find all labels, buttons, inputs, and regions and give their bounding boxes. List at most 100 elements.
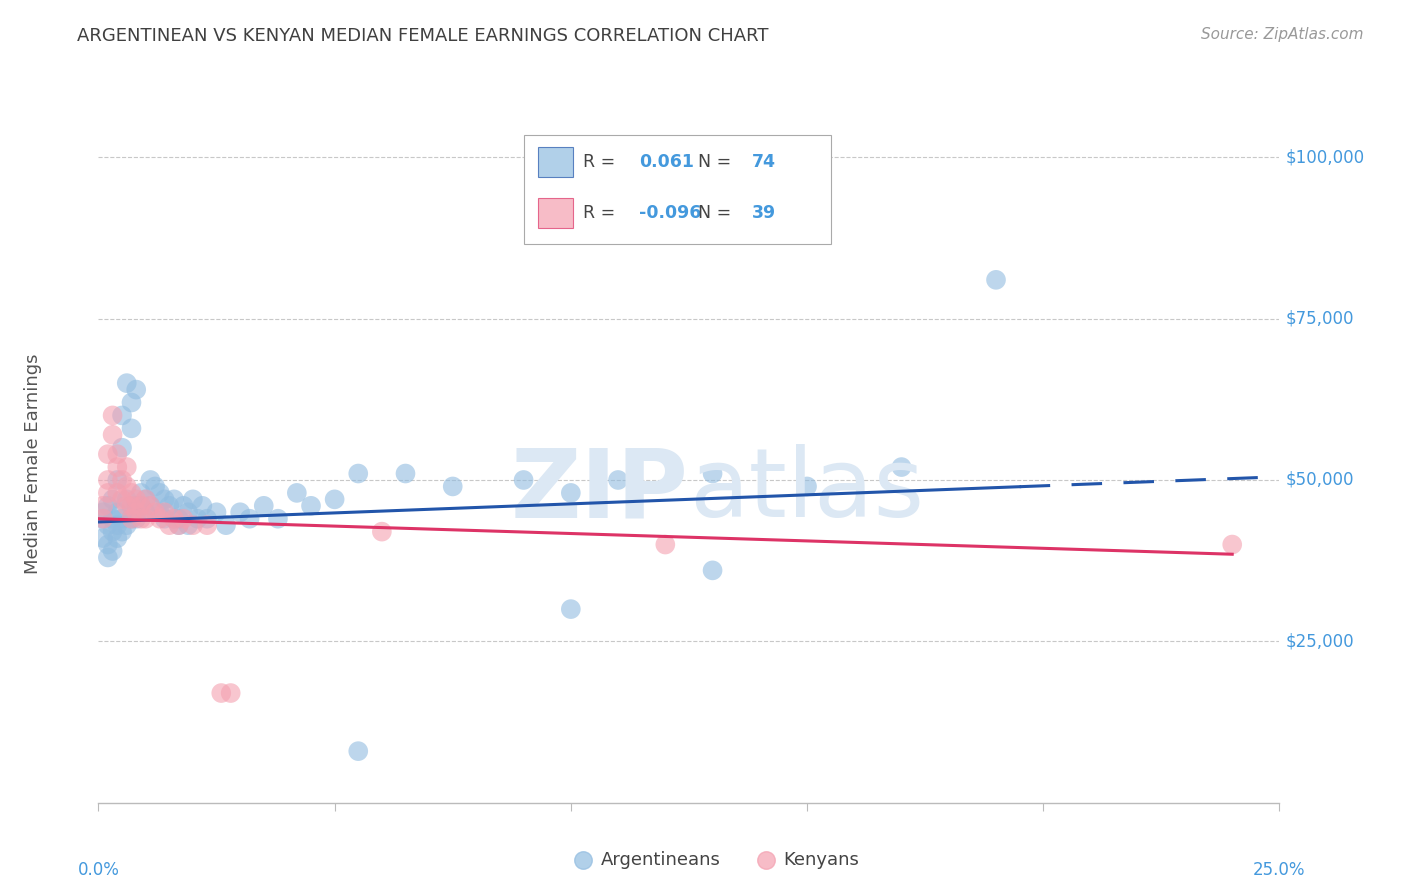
Point bbox=[125, 492, 148, 507]
Text: -0.096: -0.096 bbox=[640, 204, 702, 222]
Text: 0.0%: 0.0% bbox=[77, 861, 120, 879]
Point bbox=[91, 512, 114, 526]
Point bbox=[115, 376, 138, 391]
Point bbox=[153, 512, 176, 526]
Point bbox=[371, 524, 394, 539]
Point bbox=[441, 479, 464, 493]
Point bbox=[115, 492, 138, 507]
FancyBboxPatch shape bbox=[537, 147, 574, 178]
Point bbox=[121, 395, 143, 409]
Point bbox=[101, 427, 124, 442]
Point bbox=[105, 505, 128, 519]
Point bbox=[91, 505, 114, 519]
Point bbox=[323, 492, 346, 507]
Text: N =: N = bbox=[699, 153, 731, 171]
Point bbox=[149, 505, 172, 519]
Point bbox=[105, 447, 128, 461]
Point bbox=[702, 467, 724, 481]
Point bbox=[181, 518, 204, 533]
Point bbox=[97, 486, 120, 500]
Point bbox=[125, 512, 148, 526]
Point bbox=[97, 447, 120, 461]
Point bbox=[654, 537, 676, 551]
Point bbox=[115, 479, 138, 493]
Point bbox=[219, 686, 242, 700]
Point bbox=[177, 505, 200, 519]
Point bbox=[209, 686, 232, 700]
Point bbox=[172, 499, 194, 513]
Text: ZIP: ZIP bbox=[510, 444, 689, 538]
Point bbox=[267, 512, 290, 526]
Point bbox=[394, 467, 416, 481]
Text: R =: R = bbox=[582, 153, 614, 171]
Point bbox=[149, 486, 172, 500]
Point bbox=[139, 499, 162, 513]
Point bbox=[115, 518, 138, 533]
Point bbox=[167, 518, 190, 533]
Point bbox=[163, 512, 186, 526]
Point bbox=[111, 473, 134, 487]
Point bbox=[111, 409, 134, 423]
Text: $50,000: $50,000 bbox=[1285, 471, 1354, 489]
Text: 25.0%: 25.0% bbox=[1253, 861, 1306, 879]
Point bbox=[101, 492, 124, 507]
Point bbox=[121, 499, 143, 513]
Text: $100,000: $100,000 bbox=[1285, 148, 1364, 166]
Point bbox=[215, 518, 238, 533]
Point bbox=[115, 460, 138, 475]
Point bbox=[97, 499, 120, 513]
Point bbox=[125, 383, 148, 397]
Point bbox=[121, 512, 143, 526]
Point bbox=[97, 537, 120, 551]
Point bbox=[157, 499, 180, 513]
Point bbox=[101, 544, 124, 558]
FancyBboxPatch shape bbox=[537, 198, 574, 228]
Text: 0.061: 0.061 bbox=[640, 153, 695, 171]
Point bbox=[121, 421, 143, 435]
Point bbox=[512, 473, 534, 487]
Point bbox=[191, 499, 214, 513]
Point bbox=[115, 499, 138, 513]
Point bbox=[129, 486, 152, 500]
Point bbox=[135, 505, 157, 519]
Point bbox=[347, 467, 370, 481]
Point bbox=[135, 492, 157, 507]
Point bbox=[195, 518, 218, 533]
Point bbox=[299, 499, 322, 513]
Point bbox=[97, 518, 120, 533]
Point bbox=[105, 460, 128, 475]
Point bbox=[121, 499, 143, 513]
Point bbox=[111, 492, 134, 507]
Point bbox=[239, 512, 262, 526]
Point bbox=[153, 492, 176, 507]
Point bbox=[205, 505, 228, 519]
Point bbox=[139, 499, 162, 513]
Point bbox=[984, 273, 1007, 287]
Text: Argentineans: Argentineans bbox=[600, 852, 720, 870]
Point bbox=[167, 518, 190, 533]
Point bbox=[101, 512, 124, 526]
Point bbox=[149, 512, 172, 526]
Point bbox=[172, 512, 194, 526]
Point bbox=[163, 512, 186, 526]
Point bbox=[796, 479, 818, 493]
Point bbox=[105, 531, 128, 545]
Point bbox=[157, 518, 180, 533]
Point bbox=[153, 505, 176, 519]
Point bbox=[91, 499, 114, 513]
Text: N =: N = bbox=[699, 204, 731, 222]
Point bbox=[285, 486, 308, 500]
Point bbox=[121, 486, 143, 500]
Text: Median Female Earnings: Median Female Earnings bbox=[24, 353, 42, 574]
Text: 39: 39 bbox=[752, 204, 776, 222]
Point bbox=[135, 492, 157, 507]
Point bbox=[702, 563, 724, 577]
Point bbox=[121, 512, 143, 526]
Point bbox=[125, 505, 148, 519]
Point bbox=[229, 505, 252, 519]
Point bbox=[125, 499, 148, 513]
Point bbox=[129, 499, 152, 513]
Point bbox=[101, 409, 124, 423]
Text: $75,000: $75,000 bbox=[1285, 310, 1354, 327]
Text: atlas: atlas bbox=[689, 444, 924, 538]
